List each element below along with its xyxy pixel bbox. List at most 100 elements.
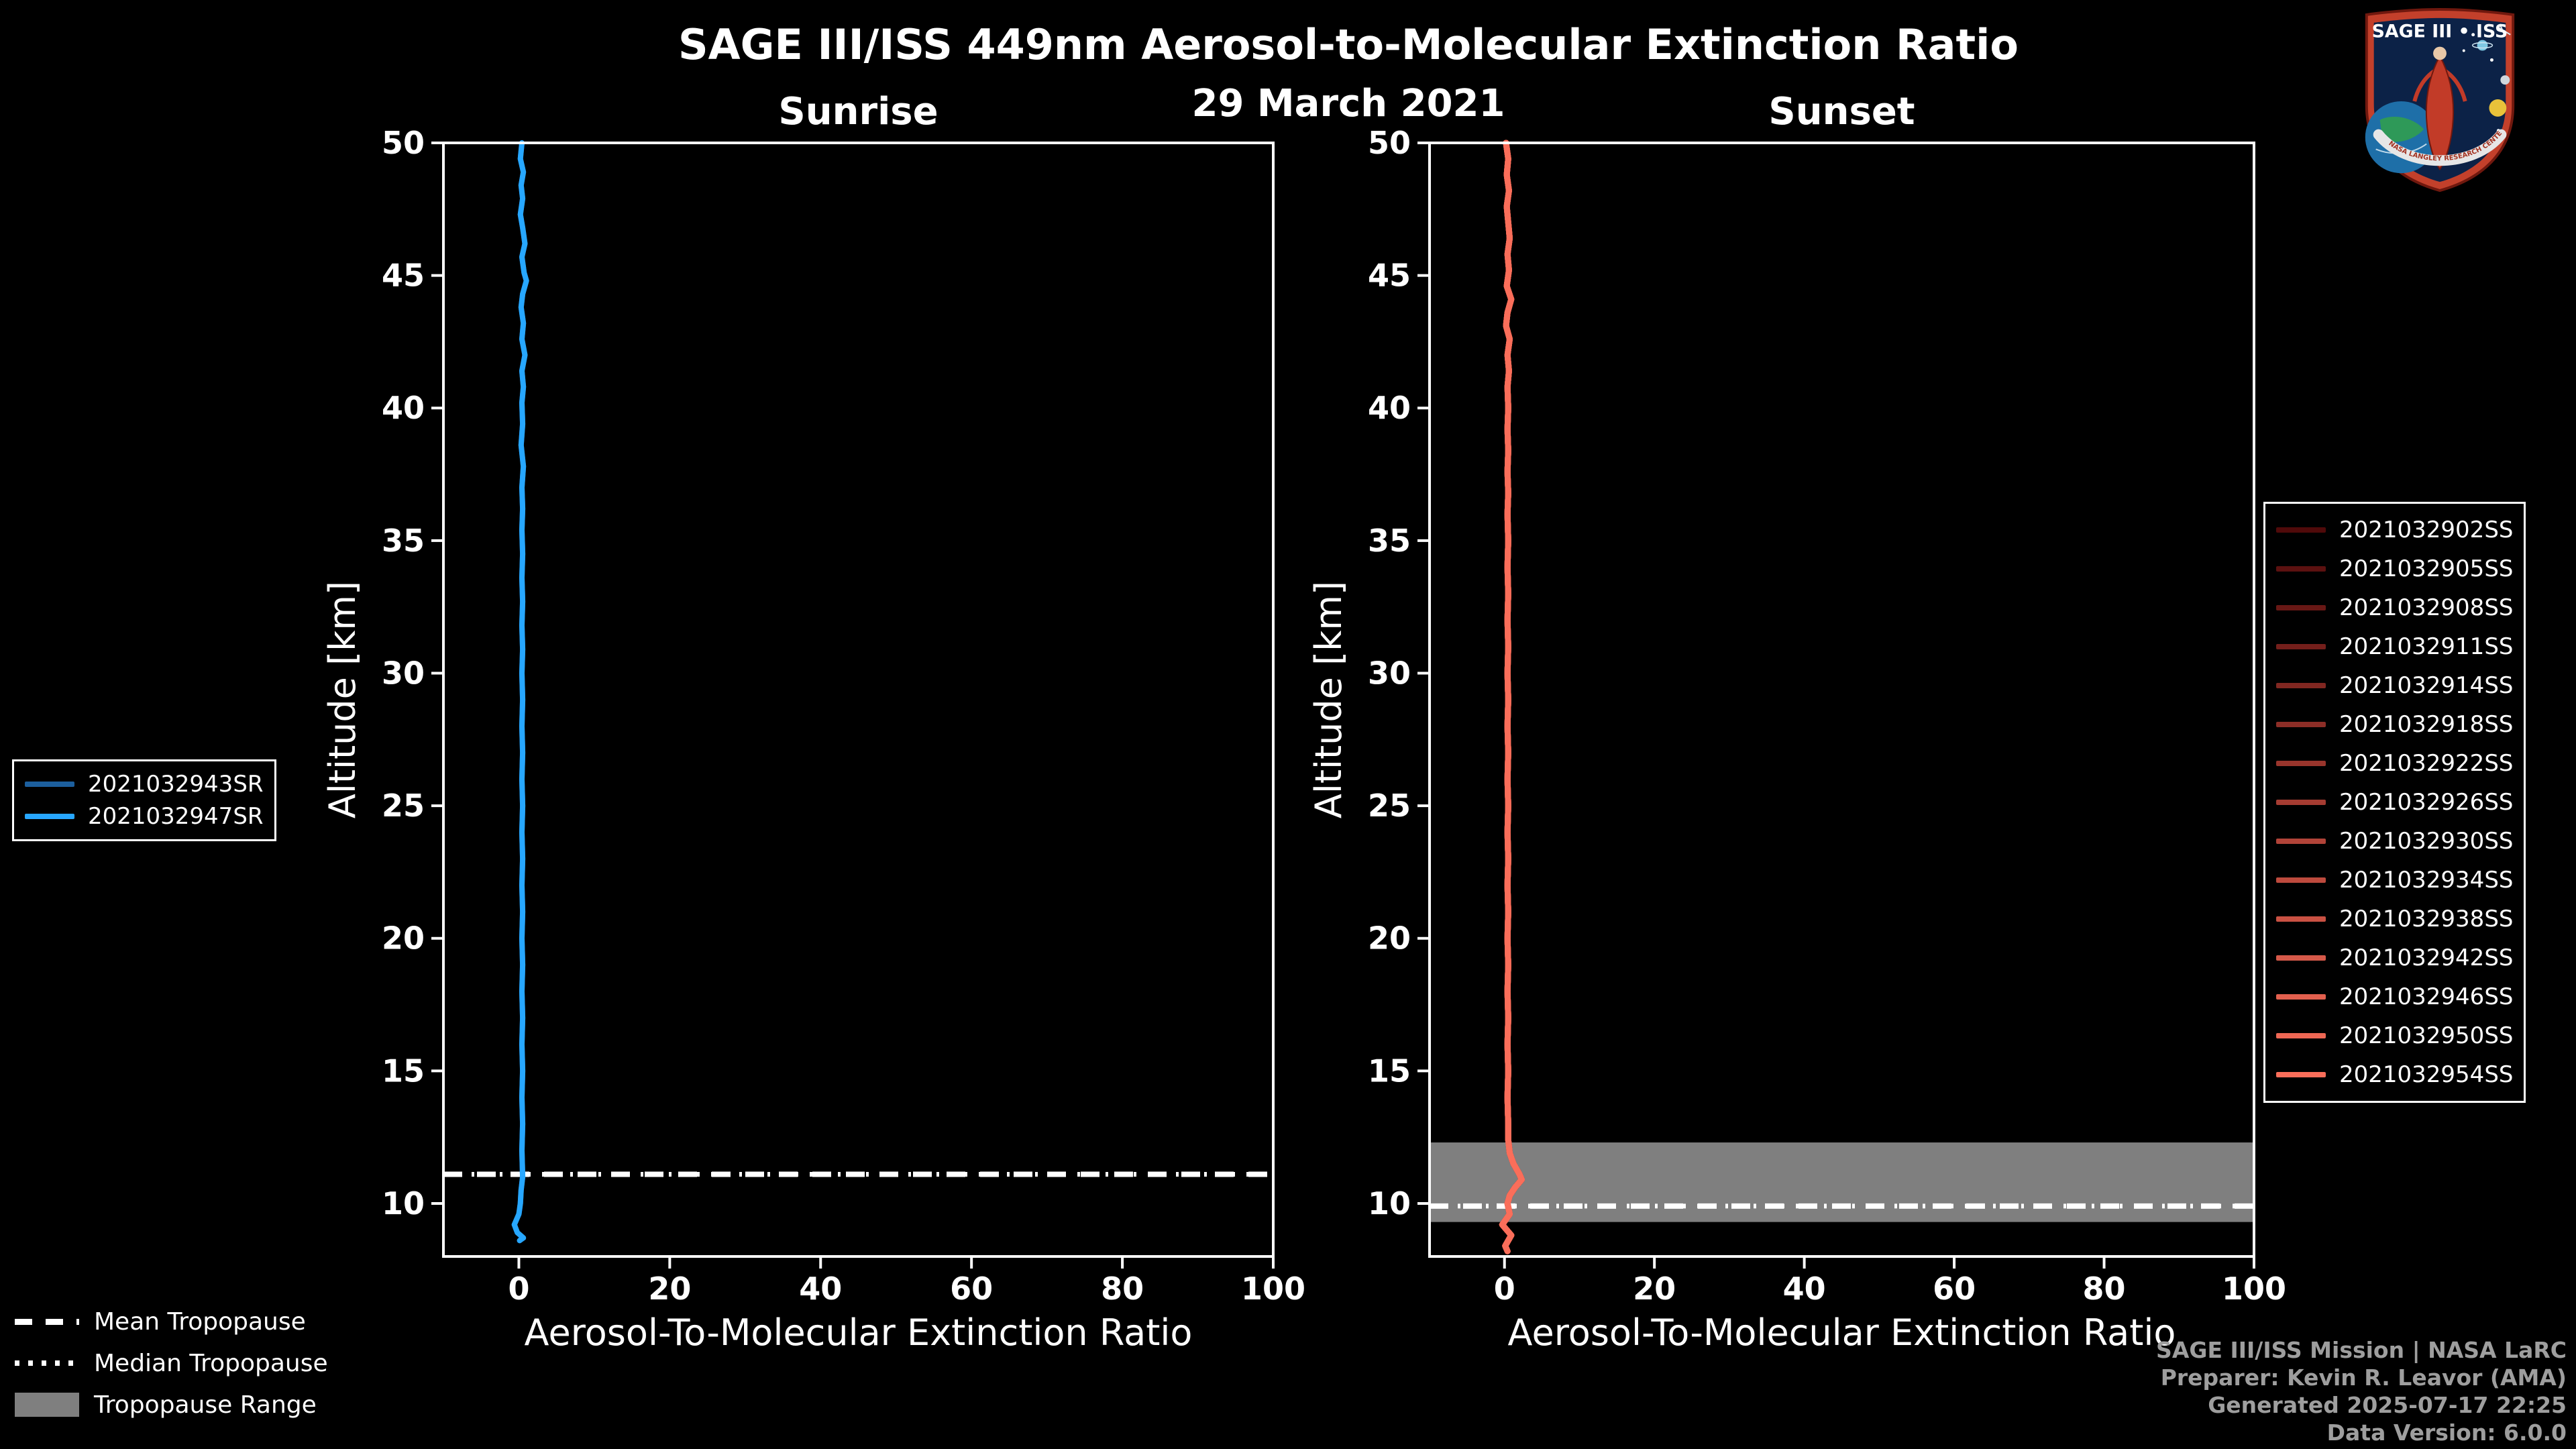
legend-label: 2021032942SS [2339, 945, 2514, 971]
legend-label: Tropopause Range [94, 1391, 317, 1419]
x-tick-label: 100 [2222, 1271, 2286, 1307]
sunset-legend: 2021032902SS 2021032905SS 2021032908SS 2021… [2263, 502, 2526, 1103]
x-tick-label: 80 [2083, 1271, 2126, 1307]
sunset-panel-title: Sunset [1768, 90, 1915, 133]
y-tick-label: 25 [1368, 788, 1411, 824]
legend-item-2021032954SS: 2021032954SS [2276, 1055, 2513, 1094]
logo-star-icon [2471, 33, 2475, 37]
legend-line-sample [2276, 916, 2326, 922]
sunrise-panel: 0 20 40 60 80 100 10 15 20 25 30 35 40 45 50 Aerosol-To… [321, 90, 1305, 1354]
sunrise-legend: 2021032943SR 2021032947SR [12, 759, 276, 841]
legend-label: Median Tropopause [94, 1349, 328, 1377]
legend-line-sample [2276, 605, 2326, 610]
legend-label: 2021032908SS [2339, 594, 2514, 621]
legend-label: 2021032954SS [2339, 1061, 2514, 1088]
legend-line-sample [2276, 722, 2326, 727]
legend-line-sample [2276, 683, 2326, 688]
sunset-plot-frame [1428, 142, 2255, 1258]
sunset-x-axis-label: Aerosol-To-Molecular Extinction Ratio [1508, 1311, 2176, 1354]
legend-line-sample [2276, 994, 2326, 1000]
x-tick-label: 100 [1241, 1271, 1305, 1307]
logo-figure-icon [2425, 54, 2455, 171]
legend-line-sample [2276, 761, 2326, 766]
logo-star-icon [2489, 58, 2493, 62]
y-tick-label: 20 [382, 920, 425, 957]
sunset-profile-2021032954SS [1499, 140, 1525, 1254]
credit-data-version: Data Version: 6.0.0 [2326, 1419, 2567, 1446]
x-tick-label: 20 [648, 1271, 691, 1307]
legend-line-sample [2276, 839, 2326, 844]
legend-item-2021032911SS: 2021032911SS [2276, 627, 2513, 666]
x-tick-label: 0 [508, 1271, 529, 1307]
y-tick-label: 25 [382, 788, 425, 824]
credits-block: SAGE III/ISS Mission | NASA LaRC Prepare… [2156, 1336, 2567, 1446]
legend-item-2021032942SS: 2021032942SS [2276, 938, 2513, 977]
y-tick-label: 30 [382, 655, 425, 691]
legend-label: 2021032930SS [2339, 828, 2514, 855]
legend-label: 2021032922SS [2339, 750, 2514, 777]
legend-item-mean-tropopause: Mean Tropopause [15, 1305, 328, 1338]
credit-preparer: Preparer: Kevin R. Leavor (AMA) [2160, 1364, 2567, 1391]
legend-line-sample [25, 814, 74, 819]
legend-label: 2021032918SS [2339, 711, 2514, 738]
credit-mission: SAGE III/ISS Mission | NASA LaRC [2156, 1337, 2567, 1363]
legend-item-2021032943SR: 2021032943SR [25, 768, 264, 800]
y-tick-label: 50 [1368, 125, 1411, 161]
legend-item-median-tropopause: Median Tropopause [15, 1347, 328, 1379]
y-tick-label: 15 [1368, 1053, 1411, 1089]
y-tick-label: 30 [1368, 655, 1411, 691]
legend-item-tropopause-range: Tropopause Range [15, 1389, 328, 1421]
date-subtitle: 29 March 2021 [1191, 82, 1505, 125]
y-tick-label: 45 [382, 258, 425, 294]
dotted-line-sample [15, 1360, 79, 1366]
legend-item-2021032934SS: 2021032934SS [2276, 861, 2513, 900]
logo-iss-icon [2496, 23, 2511, 37]
legend-line-sample [2276, 1072, 2326, 1077]
legend-item-2021032918SS: 2021032918SS [2276, 705, 2513, 744]
legend-label: 2021032914SS [2339, 672, 2514, 699]
x-tick-label: 20 [1633, 1271, 1676, 1307]
y-tick-label: 35 [1368, 523, 1411, 559]
dashed-line-sample [15, 1318, 79, 1325]
legend-line-sample [2276, 955, 2326, 961]
x-tick-label: 0 [1494, 1271, 1515, 1307]
legend-item-2021032905SS: 2021032905SS [2276, 549, 2513, 588]
credit-generated: Generated 2025-07-17 22:25 [2208, 1392, 2567, 1418]
sunrise-y-axis-label: Altitude [km] [321, 581, 364, 818]
y-tick-label: 10 [1368, 1185, 1411, 1222]
logo-earth-land [2379, 117, 2424, 142]
x-tick-label: 60 [1933, 1271, 1976, 1307]
x-tick-label: 40 [799, 1271, 842, 1307]
sage-iss-logo: NASA LANGLEY RESEARCH CENTER SAGE III • … [2340, 7, 2515, 193]
logo-star-icon [2462, 49, 2465, 52]
legend-label: 2021032926SS [2339, 789, 2514, 816]
legend-line-sample [2276, 527, 2326, 533]
legend-item-2021032922SS: 2021032922SS [2276, 744, 2513, 783]
legend-line-sample [2276, 800, 2326, 805]
legend-item-2021032947SR: 2021032947SR [25, 800, 264, 833]
legend-label: 2021032947SR [88, 803, 264, 830]
logo-moon-icon [2500, 75, 2510, 85]
y-tick-label: 10 [382, 1185, 425, 1222]
page-title: SAGE III/ISS 449nm Aerosol-to-Molecular … [678, 20, 2019, 69]
legend-item-2021032926SS: 2021032926SS [2276, 783, 2513, 822]
y-tick-label: 40 [1368, 390, 1411, 426]
legend-item-2021032950SS: 2021032950SS [2276, 1016, 2513, 1055]
sunrise-panel-title: Sunrise [778, 90, 938, 133]
y-tick-label: 35 [382, 523, 425, 559]
y-tick-label: 15 [382, 1053, 425, 1089]
y-tick-label: 20 [1368, 920, 1411, 957]
legend-label: 2021032938SS [2339, 906, 2514, 932]
sunrise-x-axis-label: Aerosol-To-Molecular Extinction Ratio [525, 1311, 1193, 1354]
gray-patch-sample [15, 1393, 79, 1417]
logo-banner [2373, 129, 2507, 166]
logo-sun-icon [2489, 99, 2507, 117]
x-tick-label: 40 [1783, 1271, 1826, 1307]
legend-line-sample [2276, 566, 2326, 572]
legend-line-sample [25, 782, 74, 787]
legend-item-2021032938SS: 2021032938SS [2276, 900, 2513, 938]
legend-line-sample [2276, 877, 2326, 883]
legend-label: 2021032946SS [2339, 983, 2514, 1010]
legend-item-2021032908SS: 2021032908SS [2276, 588, 2513, 627]
